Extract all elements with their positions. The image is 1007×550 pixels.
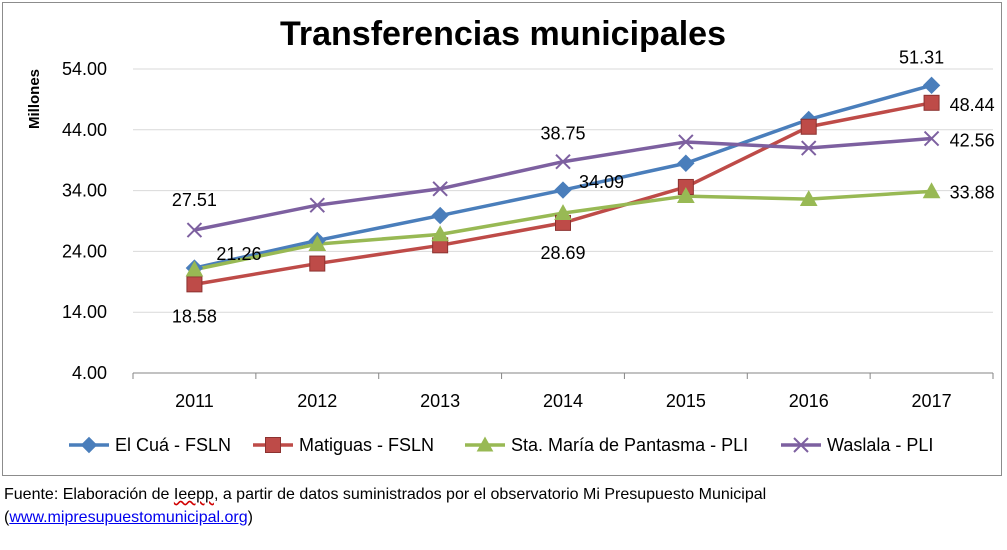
source-link[interactable]: www.mipresupuestomunicipal.org	[9, 509, 248, 526]
y-tick-label: 14.00	[62, 302, 107, 322]
source-open-paren: (	[4, 509, 10, 526]
y-axis-label: Millones	[26, 69, 43, 129]
legend-label: Waslala - PLI	[827, 435, 933, 455]
source-note: Fuente: Elaboración de Ieepp, a partir d…	[4, 483, 1004, 529]
data-point	[309, 255, 326, 272]
data-label: 18.58	[172, 306, 217, 326]
data-label: 28.69	[540, 243, 585, 263]
data-label: 42.56	[950, 131, 995, 151]
chart-title: Transferencias municipales	[280, 15, 726, 53]
x-tick-label: 2014	[543, 391, 583, 411]
line-chart: Transferencias municipales Millones 4.00…	[26, 15, 995, 455]
x-tick-label: 2017	[912, 391, 952, 411]
y-tick-label: 54.00	[62, 59, 107, 79]
data-point	[554, 181, 572, 199]
data-label: 27.51	[172, 190, 217, 210]
legend-label: Matiguas - FSLN	[299, 435, 434, 455]
data-point	[554, 204, 572, 220]
y-tick-label: 34.00	[62, 181, 107, 201]
legend-marker	[476, 436, 494, 452]
source-middle: , a partir de datos suministrados por el…	[213, 486, 767, 503]
data-point	[432, 181, 448, 197]
data-label: 38.75	[540, 124, 585, 144]
data-label: 21.26	[216, 244, 261, 264]
source-org: Ieepp	[173, 486, 214, 503]
y-tick-label: 44.00	[62, 120, 107, 140]
data-point	[309, 197, 325, 213]
x-tick-label: 2015	[666, 391, 706, 411]
legend-entry: El Cuá - FSLN	[69, 435, 231, 455]
y-tick-label: 4.00	[72, 363, 107, 383]
legend-label: El Cuá - FSLN	[115, 435, 231, 455]
data-point	[923, 94, 940, 111]
legend-entry: Sta. María de Pantasma - PLI	[465, 435, 748, 455]
data-point	[922, 76, 941, 95]
chart-frame: Transferencias municipales Millones 4.00…	[2, 2, 1002, 476]
data-point	[677, 187, 695, 203]
legend-entry: Waslala - PLI	[781, 435, 933, 455]
data-point	[922, 182, 941, 199]
x-tick-label: 2012	[297, 391, 337, 411]
data-point	[677, 154, 695, 172]
data-point	[923, 130, 940, 147]
source-close-paren: )	[247, 509, 253, 526]
data-point	[555, 154, 571, 170]
data-label: 33.88	[950, 182, 995, 202]
data-point	[186, 276, 203, 293]
legend-marker	[265, 437, 281, 453]
data-point	[799, 190, 818, 207]
y-tick-label: 24.00	[62, 241, 107, 261]
legend-label: Sta. María de Pantasma - PLI	[511, 435, 748, 455]
data-point	[431, 206, 449, 225]
series-line	[194, 83, 933, 270]
data-point	[308, 235, 327, 252]
data-point	[801, 140, 817, 156]
data-point	[678, 134, 694, 150]
data-point	[185, 260, 204, 277]
data-point	[431, 225, 449, 242]
source-prefix: Fuente: Elaboración de	[4, 486, 174, 503]
data-point	[186, 222, 203, 238]
data-label: 51.31	[899, 47, 944, 67]
legend-marker	[80, 436, 98, 454]
data-label: 48.44	[950, 95, 995, 115]
x-tick-label: 2011	[175, 391, 214, 411]
data-label: 34.09	[579, 172, 624, 192]
legend-entry: Matiguas - FSLN	[253, 435, 434, 455]
x-tick-label: 2013	[420, 391, 460, 411]
x-tick-label: 2016	[789, 391, 829, 411]
data-point	[800, 118, 817, 135]
legend-marker	[793, 437, 809, 453]
